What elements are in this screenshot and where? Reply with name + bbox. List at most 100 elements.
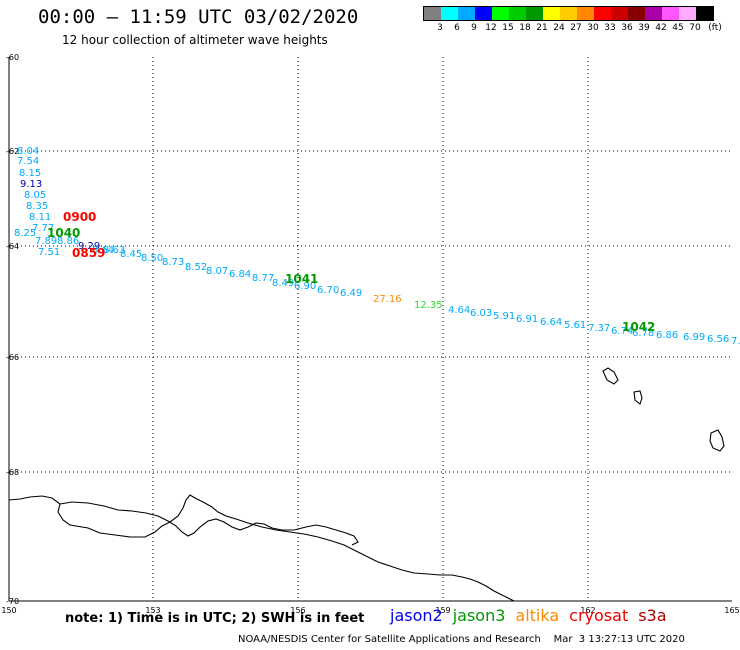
latitude-label: -64	[6, 242, 19, 251]
color-scale-label: 24	[553, 23, 565, 33]
color-swatch	[424, 7, 441, 20]
color-scale-label: 18	[519, 23, 531, 33]
wave-height-value: 12.35	[414, 300, 443, 311]
graticule	[9, 57, 732, 601]
wave-height-value: 8.07	[206, 266, 228, 277]
color-scale-label: 15	[502, 23, 514, 33]
color-swatch	[509, 7, 526, 20]
wave-height-value: 6.03	[470, 308, 492, 319]
wave-height-value: 8.64	[92, 245, 114, 256]
wave-height-value: 4.64	[448, 305, 470, 316]
island	[709, 429, 725, 452]
wave-height-value: 6.56	[707, 334, 729, 345]
color-scale-label: 36	[621, 23, 633, 33]
color-scale-label: 42	[655, 23, 667, 33]
altimeter-labels: 8.047.548.159.138.058.358.117.778.257.89…	[14, 146, 740, 347]
wave-height-value: 8.63	[103, 245, 125, 256]
island	[633, 390, 643, 405]
wave-height-value: 8.15	[19, 168, 41, 179]
color-scale-swatches	[423, 6, 714, 21]
wave-height-value: 6.84	[229, 269, 251, 280]
color-swatch	[526, 7, 543, 20]
color-scale-label: 70	[689, 23, 701, 33]
color-scale-unit: (ft)	[708, 23, 722, 33]
wave-height-value: 6.49	[340, 288, 362, 299]
color-scale-label: 27	[570, 23, 582, 33]
longitude-label: 162	[580, 606, 595, 615]
color-scale-label: 21	[536, 23, 548, 33]
color-swatch	[662, 7, 679, 20]
wave-height-value: 6.74	[611, 326, 633, 337]
color-swatch	[475, 7, 492, 20]
longitude-label: 150	[1, 606, 16, 615]
wave-height-value: 27.16	[373, 294, 402, 305]
pass-time-label: 1042	[622, 320, 655, 334]
latitude-label: -66	[6, 353, 19, 362]
color-swatch	[441, 7, 458, 20]
color-swatch	[492, 7, 509, 20]
color-scale-label: 9	[471, 23, 477, 33]
wave-height-value: 8.49	[272, 278, 294, 289]
color-scale-label: 12	[485, 23, 497, 33]
color-scale-label: 39	[638, 23, 650, 33]
color-scale-legend: 3 6 9 12 15 18 21 24 27 30 33 36 39 42 45 70 (ft)	[423, 6, 722, 33]
color-scale-label: 30	[587, 23, 599, 33]
satellite-legend-item: s3a	[638, 606, 667, 625]
wave-height-value: 6.64	[540, 317, 562, 328]
credit-line: NOAA/NESDIS Center for Satellite Applica…	[238, 634, 685, 645]
latitude-label: -70	[6, 597, 19, 606]
color-swatch	[543, 7, 560, 20]
wave-height-value: 7.54	[17, 156, 39, 167]
wave-height-value: 9.29	[78, 241, 100, 252]
pass-time-label: 0900	[63, 210, 96, 224]
color-swatch	[628, 7, 645, 20]
wave-height-value: 9.13	[20, 179, 42, 190]
wave-height-value: 6.90	[294, 281, 316, 292]
wave-height-value: 8.04	[17, 146, 39, 157]
longitude-label: 165	[724, 606, 739, 615]
wave-height-value: 6.78	[632, 328, 654, 339]
pass-time-label: 1041	[285, 272, 318, 286]
longitude-label: 159	[435, 606, 450, 615]
color-swatch	[696, 7, 713, 20]
wave-height-value: 8.45	[120, 249, 142, 260]
footnote: note: 1) Time is in UTC; 2) SWH is in fe…	[65, 611, 365, 626]
wave-height-value: 8.35	[26, 201, 48, 212]
pass-time-label: 1040	[47, 226, 80, 240]
color-swatch	[611, 7, 628, 20]
color-swatch	[679, 7, 696, 20]
color-swatch	[594, 7, 611, 20]
satellite-legend-item: cryosat	[569, 606, 629, 625]
wave-height-value: 7.77	[32, 223, 54, 234]
color-swatch	[458, 7, 475, 20]
color-scale-label: 3	[437, 23, 443, 33]
wave-height-value: 6.70	[317, 285, 339, 296]
color-scale-label: 33	[604, 23, 616, 33]
longitude-label: 153	[145, 606, 160, 615]
ice-shelf-outline	[59, 501, 359, 546]
wave-height-value: 7.89	[35, 236, 57, 247]
latitude-label: -60	[6, 53, 19, 62]
pass-time-label: 0859	[72, 246, 105, 260]
wave-height-value: 8.52	[185, 262, 207, 273]
wave-height-value: 6.86	[656, 330, 678, 341]
wave-height-value: 8.50	[141, 253, 163, 264]
wave-height-value: 5.91	[493, 311, 515, 322]
wave-height-value: 7.37	[588, 323, 610, 334]
wave-height-value: 8.86	[57, 236, 79, 247]
wave-height-value: 8.05	[24, 190, 46, 201]
wave-height-value: 6.99	[683, 332, 705, 343]
wave-height-value: 8.11	[29, 212, 51, 223]
antarctic-coastline	[8, 494, 515, 602]
wave-height-value: 6.91	[516, 314, 538, 325]
color-swatch	[560, 7, 577, 20]
wave-height-value: 5.61	[564, 320, 586, 331]
satellite-legend-item: altika	[515, 606, 560, 625]
color-swatch	[645, 7, 662, 20]
color-scale-label: 45	[672, 23, 684, 33]
wave-height-value: 8.73	[162, 257, 184, 268]
color-scale-label: 6	[454, 23, 460, 33]
map-subtitle: 12 hour collection of altimeter wave hei…	[62, 33, 328, 47]
